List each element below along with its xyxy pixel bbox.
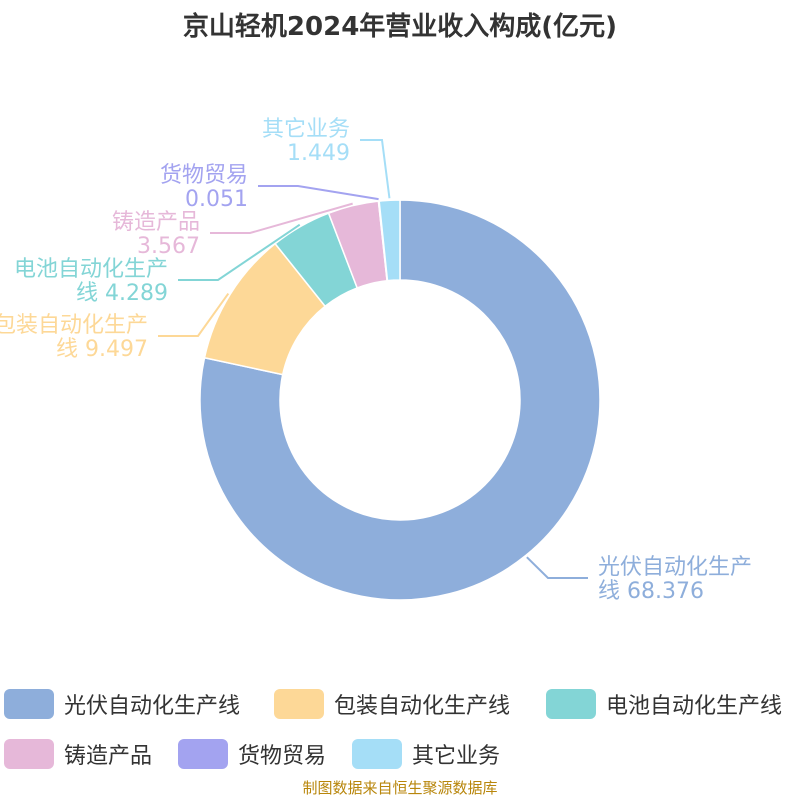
- callout-line-光伏自动化生产线: [526, 556, 588, 579]
- legend-label: 铸造产品: [64, 744, 153, 769]
- legend-swatch: [178, 739, 228, 769]
- legend-item-货物贸易[interactable]: 货物贸易: [178, 736, 326, 772]
- legend-row-1: 光伏自动化生产线 包装自动化生产线 电池自动化生产线: [0, 686, 800, 722]
- donut-chart: 光伏自动化生产线 68.376 包装自动化生产线 9.497 电池自动化生产线 4.…: [0, 117, 752, 604]
- callout-line-其它业务: [360, 139, 391, 199]
- legend-swatch: [4, 739, 54, 769]
- callout-label-其它业务: 其它业务: [262, 117, 350, 142]
- legend-swatch: [352, 739, 402, 769]
- callout-line-包装自动化生产线: [158, 293, 230, 337]
- donut-slice-其它业务[interactable]: [378, 199, 401, 282]
- legend-label: 其它业务: [412, 744, 501, 769]
- legend-item-包装自动化生产线[interactable]: 包装自动化生产线: [274, 686, 510, 722]
- legend-item-光伏自动化生产线[interactable]: 光伏自动化生产线: [4, 686, 240, 722]
- legend-swatch: [4, 689, 54, 719]
- callout-label-货物贸易: 货物贸易: [160, 163, 248, 188]
- legend-label: 光伏自动化生产线: [64, 694, 241, 719]
- callout-line-电池自动化生产线: [178, 223, 301, 281]
- callout-line-铸造产品: [210, 202, 353, 234]
- legend-label: 包装自动化生产线: [334, 694, 511, 719]
- callout-value-光伏自动化生产线: 线 68.376: [598, 579, 704, 604]
- callout-value-其它业务: 1.449: [287, 141, 350, 166]
- callout-label-铸造产品: 铸造产品: [112, 210, 200, 235]
- callout-value-包装自动化生产线: 线 9.497: [56, 337, 148, 362]
- legend-item-铸造产品[interactable]: 铸造产品: [4, 736, 152, 772]
- legend-label: 货物贸易: [238, 744, 327, 769]
- chart-legend: 光伏自动化生产线 包装自动化生产线 电池自动化生产线 铸造产品 货物贸易 其它业…: [0, 686, 800, 776]
- callout-label-光伏自动化生产线: 光伏自动化生产: [598, 555, 752, 580]
- legend-item-电池自动化生产线[interactable]: 电池自动化生产线: [546, 686, 782, 722]
- legend-item-其它业务[interactable]: 其它业务: [352, 736, 500, 772]
- legend-label: 电池自动化生产线: [606, 694, 783, 719]
- callout-label-包装自动化生产线: 包装自动化生产: [0, 313, 148, 338]
- legend-swatch: [546, 689, 596, 719]
- callout-value-货物贸易: 0.051: [185, 187, 248, 212]
- data-source-note: 制图数据来自恒生聚源数据库: [302, 779, 498, 797]
- chart-title: 京山轻机2024年营业收入构成(亿元): [182, 12, 618, 42]
- callout-value-电池自动化生产线: 线 4.289: [76, 281, 168, 306]
- donut-slice-光伏自动化生产线[interactable]: [199, 199, 601, 601]
- legend-row-2: 铸造产品 货物贸易 其它业务: [0, 736, 800, 772]
- callout-value-铸造产品: 3.567: [137, 234, 200, 259]
- callout-label-电池自动化生产线: 电池自动化生产: [14, 257, 168, 282]
- legend-swatch: [274, 689, 324, 719]
- callout-line-货物贸易: [258, 185, 379, 201]
